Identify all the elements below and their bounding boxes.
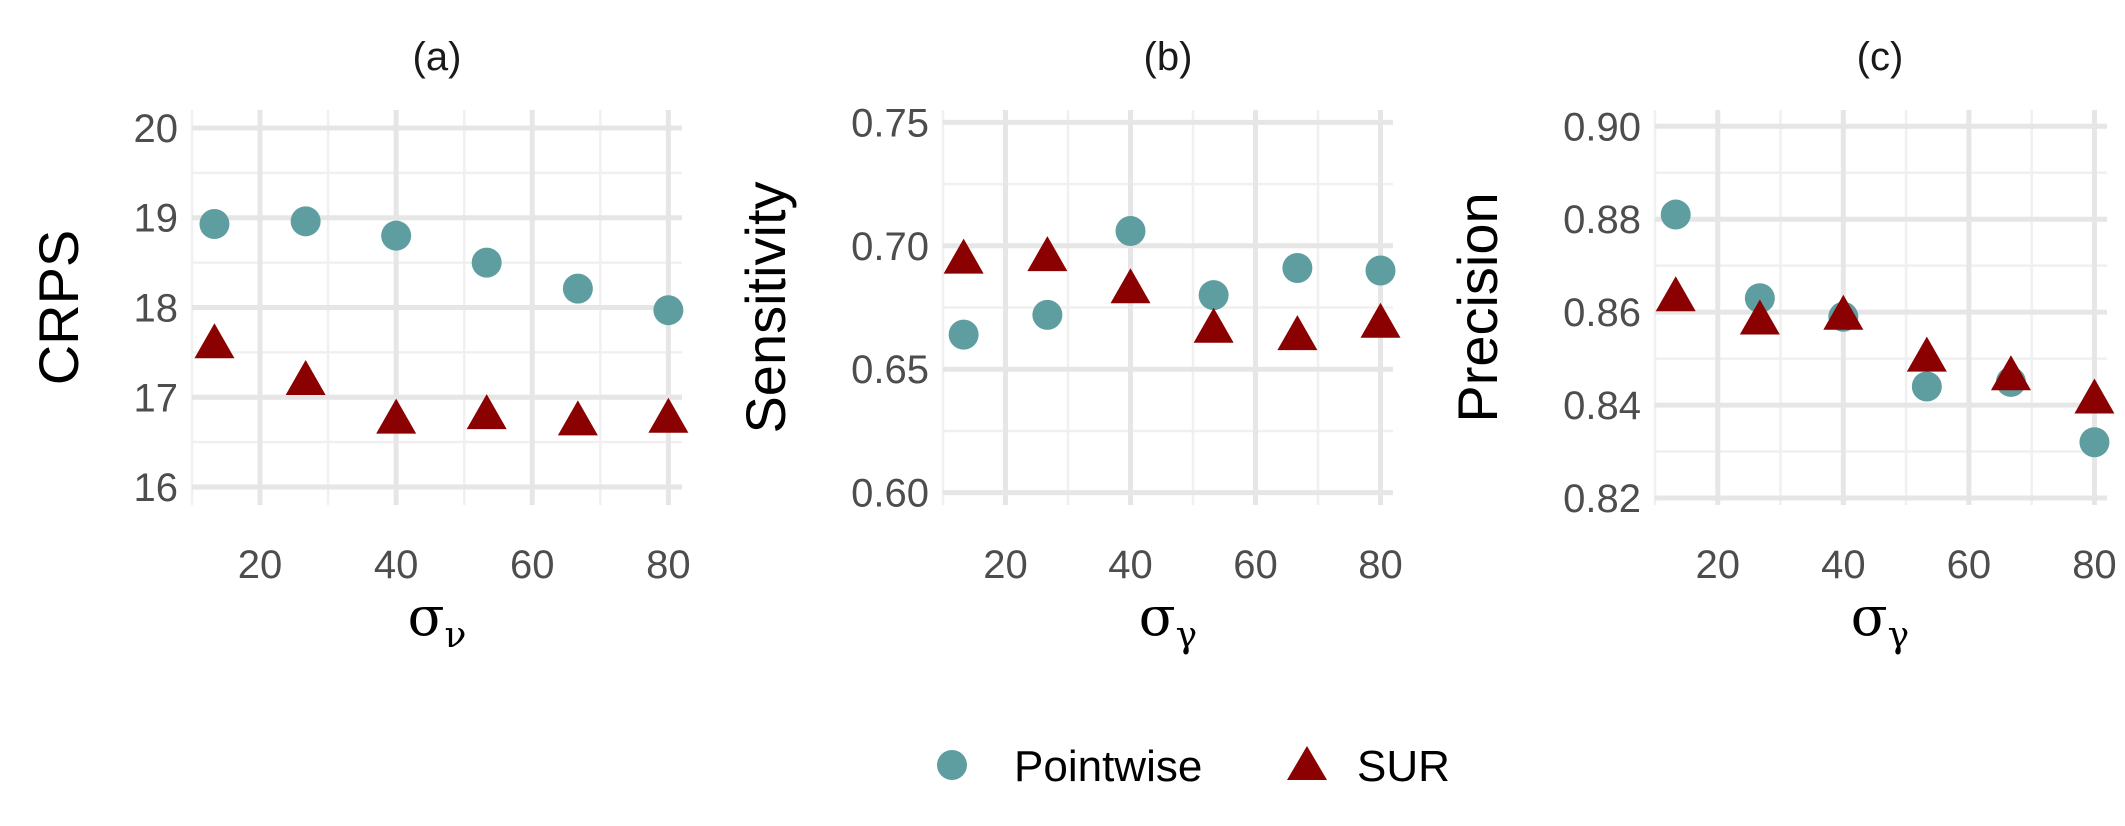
point-sur — [648, 397, 689, 433]
x-axis-label: σγ — [1139, 585, 1197, 656]
point-sur — [376, 398, 417, 434]
point-sur — [1739, 299, 1780, 335]
point-sur — [194, 323, 235, 359]
legend: Pointwise SUR — [937, 742, 1450, 791]
point-sur — [1193, 307, 1234, 343]
panel-2: 20 40 60 80 0.60 0.65 0.70 0.75 (b) Sensitivity σγ — [734, 35, 1403, 656]
point-pointwise — [1660, 199, 1691, 230]
point-pointwise — [1032, 299, 1063, 330]
panels: 20 40 60 80 16 17 18 19 20 (a) CRPS σν 20 40 60 80 0.60 0… — [27, 35, 2117, 656]
point-pointwise — [1282, 253, 1313, 283]
x-axis-label: σγ — [1851, 585, 1909, 656]
panel-title: (b) — [1144, 35, 1193, 79]
point-pointwise — [562, 273, 593, 304]
y-tick-label: 0.88 — [1563, 198, 1641, 242]
x-tick-label: 40 — [1821, 543, 1866, 587]
point-pointwise — [653, 295, 684, 326]
point-sur — [285, 360, 326, 396]
point-pointwise — [948, 319, 979, 350]
point-pointwise — [1198, 280, 1229, 311]
legend-key-sur — [1287, 746, 1327, 780]
point-sur — [1110, 268, 1151, 304]
point-sur — [1990, 355, 2031, 391]
y-tick-label: 0.70 — [851, 225, 929, 269]
panel-3: 20 40 60 80 0.82 0.84 0.86 0.88 0.90 (c) Precision… — [1446, 35, 2117, 656]
point-sur — [466, 394, 507, 430]
x-tick-label: 80 — [1358, 543, 1403, 587]
y-axis-label: CRPS — [27, 230, 90, 386]
y-tick-label: 19 — [134, 197, 179, 241]
y-tick-label: 0.86 — [1563, 291, 1641, 335]
panel-title: (a) — [413, 35, 462, 79]
point-sur — [1027, 236, 1068, 272]
point-sur — [1360, 302, 1401, 338]
x-tick-label: 80 — [646, 543, 691, 587]
point-sur — [1823, 294, 1864, 330]
x-tick-label: 20 — [983, 543, 1028, 587]
point-sur — [2074, 378, 2115, 414]
y-tick-label: 0.75 — [851, 101, 929, 145]
x-tick-label: 20 — [238, 543, 283, 587]
x-tick-label: 40 — [1108, 543, 1153, 587]
point-pointwise — [1115, 215, 1146, 246]
x-tick-label: 60 — [510, 543, 555, 587]
x-tick-label: 20 — [1696, 543, 1741, 587]
point-sur — [943, 238, 984, 274]
y-tick-label: 0.90 — [1563, 105, 1641, 149]
y-tick-label: 0.60 — [851, 472, 929, 516]
point-pointwise — [2079, 427, 2110, 458]
x-tick-label: 60 — [1947, 543, 1992, 587]
point-sur — [1655, 276, 1696, 312]
y-tick-label: 17 — [134, 376, 179, 420]
x-tick-label: 60 — [1233, 543, 1278, 587]
panel-title: (c) — [1857, 35, 1904, 79]
y-axis-label: Precision — [1446, 192, 1509, 422]
point-sur — [557, 400, 598, 436]
y-tick-label: 0.82 — [1563, 477, 1641, 521]
x-tick-label: 40 — [374, 543, 419, 587]
y-tick-label: 16 — [134, 466, 179, 510]
panel-1: 20 40 60 80 16 17 18 19 20 (a) CRPS σν — [27, 35, 691, 656]
point-pointwise — [199, 209, 230, 240]
point-sur — [1906, 336, 1947, 372]
legend-label-sur: SUR — [1357, 742, 1450, 791]
x-tick-label: 80 — [2072, 543, 2117, 587]
y-tick-label: 0.65 — [851, 348, 929, 392]
point-pointwise — [381, 220, 412, 251]
point-pointwise — [1365, 255, 1396, 286]
point-pointwise — [290, 206, 321, 237]
x-axis-label: σν — [408, 585, 467, 656]
y-axis-label: Sensitivity — [734, 181, 797, 433]
legend-key-pointwise — [937, 750, 967, 780]
y-tick-label: 0.84 — [1563, 384, 1641, 428]
point-pointwise — [1911, 371, 1942, 402]
point-pointwise — [1744, 283, 1775, 314]
y-tick-label: 20 — [134, 107, 179, 151]
point-sur — [1277, 315, 1318, 351]
legend-label-pointwise: Pointwise — [1014, 742, 1202, 791]
y-tick-label: 18 — [134, 287, 179, 331]
point-pointwise — [471, 247, 502, 278]
